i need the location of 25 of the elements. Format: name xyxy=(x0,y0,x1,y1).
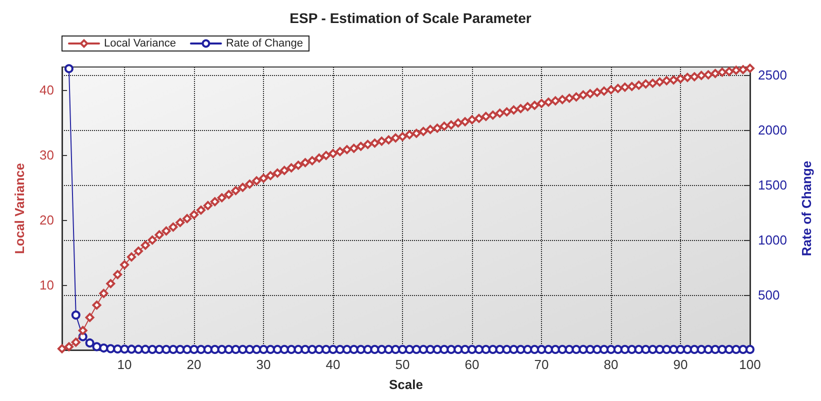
chart-title: ESP - Estimation of Scale Parameter xyxy=(290,10,532,26)
x-tick-label: 70 xyxy=(534,357,549,372)
y2-tick-label: 500 xyxy=(758,288,780,303)
y-tick-label: 40 xyxy=(40,82,54,98)
x-tick-label: 30 xyxy=(256,357,271,372)
y-tick-label: 30 xyxy=(40,147,54,162)
y-tick-label: 10 xyxy=(40,277,54,292)
y2-tick-label: 2500 xyxy=(758,68,787,83)
x-tick-label: 80 xyxy=(604,357,618,372)
x-tick-label: 40 xyxy=(326,357,340,372)
x-tick-label: 20 xyxy=(186,357,202,372)
x-tick-label: 100 xyxy=(739,357,761,372)
y-axis-title: Local Variance xyxy=(12,162,27,254)
y2-tick-label: 2000 xyxy=(758,122,787,138)
legend-label: Local Variance xyxy=(104,38,176,50)
x-axis-title: Scale xyxy=(389,377,423,392)
y2-tick-label: 1500 xyxy=(758,178,787,193)
y2-tick-label: 1000 xyxy=(758,232,787,248)
x-tick-label: 10 xyxy=(117,357,132,372)
x-tick-label: 50 xyxy=(395,357,410,372)
x-tick-label: 90 xyxy=(673,357,688,372)
x-tick-label: 60 xyxy=(464,357,480,372)
y-tick-label: 20 xyxy=(40,212,54,228)
legend-label: Rate of Change xyxy=(226,38,304,50)
y2-axis-title: Rate of Change xyxy=(799,160,814,256)
